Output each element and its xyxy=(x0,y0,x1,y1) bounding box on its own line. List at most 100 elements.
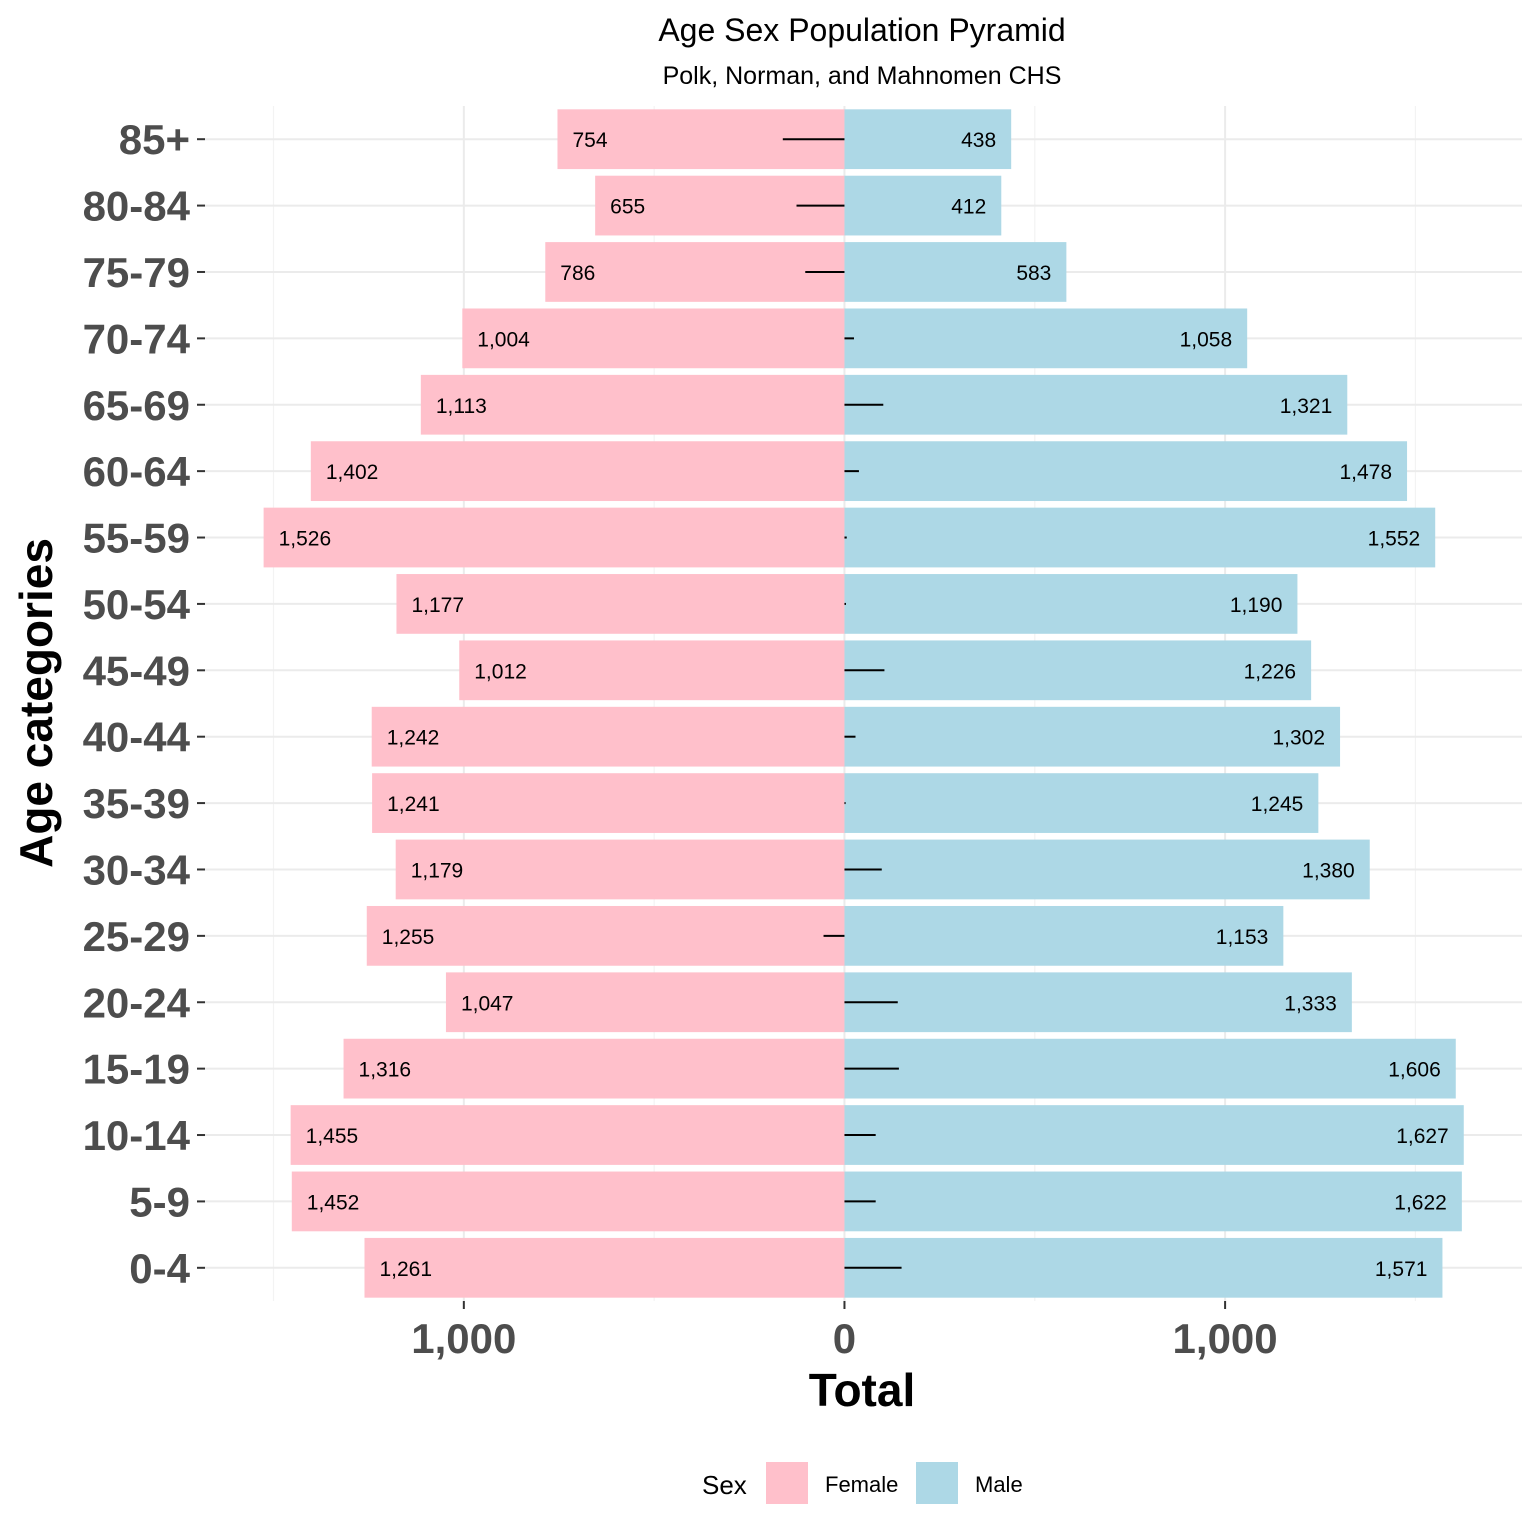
bar-female-70-74 xyxy=(462,308,845,369)
data-label-male-80-84: 412 xyxy=(951,196,986,219)
data-label-female-60-64: 1,402 xyxy=(326,461,379,484)
bar-male-75-79 xyxy=(844,242,1067,302)
data-label-female-45-49: 1,012 xyxy=(474,660,527,683)
legend-key-female xyxy=(766,1462,808,1504)
data-label-female-75-79: 786 xyxy=(560,262,595,285)
y-tick-label-35-39: 35-39 xyxy=(83,780,190,827)
bar-male-20-24 xyxy=(844,972,1352,1033)
data-label-female-15-19: 1,316 xyxy=(359,1059,412,1082)
data-label-male-40-44: 1,302 xyxy=(1272,727,1325,750)
y-tick-label-5-9: 5-9 xyxy=(129,1178,190,1225)
data-label-male-0-4: 1,571 xyxy=(1375,1258,1428,1281)
bar-female-25-29 xyxy=(366,905,845,966)
bar-male-25-29 xyxy=(844,905,1284,966)
legend-label-male: Male xyxy=(975,1472,1023,1497)
bar-female-30-34 xyxy=(395,839,845,900)
data-label-male-60-64: 1,478 xyxy=(1339,461,1392,484)
x-axis-ticks: 1,000 0 1,000 xyxy=(411,1301,1278,1362)
y-tick-label-45-49: 45-49 xyxy=(83,647,190,694)
data-label-female-5-9: 1,452 xyxy=(307,1191,360,1214)
y-tick-label-80-84: 80-84 xyxy=(83,183,191,230)
bar-female-20-24 xyxy=(445,972,845,1033)
data-label-male-15-19: 1,606 xyxy=(1388,1059,1441,1082)
x-tick-label: 1,000 xyxy=(1173,1315,1278,1362)
data-label-male-35-39: 1,245 xyxy=(1251,793,1304,816)
legend: Sex Female Male xyxy=(702,1462,1023,1504)
bar-male-60-64 xyxy=(844,441,1408,502)
x-tick-label: 1,000 xyxy=(411,1315,516,1362)
bar-female-35-39 xyxy=(372,773,845,833)
data-label-male-85+: 438 xyxy=(961,129,996,152)
y-tick-label-75-79: 75-79 xyxy=(83,249,190,296)
y-tick-label-40-44: 40-44 xyxy=(83,714,191,761)
data-labels: 1,261 1,452 1,455 1,316 1,047 1,255 1,179 1,241… xyxy=(279,129,1449,1281)
bar-female-65-69 xyxy=(420,374,845,435)
bar-female-45-49 xyxy=(459,640,845,701)
x-tick-label: 0 xyxy=(833,1315,856,1362)
bar-male-35-39 xyxy=(844,773,1319,833)
bar-male-30-34 xyxy=(844,839,1370,900)
data-label-male-30-34: 1,380 xyxy=(1302,859,1355,882)
data-label-female-40-44: 1,242 xyxy=(387,727,440,750)
data-label-female-70-74: 1,004 xyxy=(477,328,530,351)
y-tick-label-65-69: 65-69 xyxy=(83,382,190,429)
y-axis-ticks: 0-4 5-9 10-14 15-19 20-24 25-29 30-34 35-39 40-4… xyxy=(83,116,205,1292)
x-axis-title: Total xyxy=(809,1364,915,1416)
data-label-female-35-39: 1,241 xyxy=(387,793,440,816)
y-tick-label-55-59: 55-59 xyxy=(83,515,190,562)
bar-female-50-54 xyxy=(396,574,845,634)
y-tick-label-30-34: 30-34 xyxy=(83,846,191,893)
chart-title: Age Sex Population Pyramid xyxy=(658,12,1065,48)
legend-key-male xyxy=(916,1462,958,1504)
y-tick-label-70-74: 70-74 xyxy=(83,315,191,362)
bar-male-70-74 xyxy=(844,308,1248,369)
bar-female-60-64 xyxy=(310,441,845,502)
bar-male-40-44 xyxy=(844,706,1341,767)
data-label-female-0-4: 1,261 xyxy=(379,1258,432,1281)
data-label-female-50-54: 1,177 xyxy=(411,594,464,617)
bars xyxy=(263,109,1464,1298)
bar-male-80-84 xyxy=(844,175,1002,236)
bar-female-40-44 xyxy=(371,706,845,767)
data-label-male-45-49: 1,226 xyxy=(1244,660,1297,683)
y-tick-label-10-14: 10-14 xyxy=(83,1112,191,1159)
bar-male-5-9 xyxy=(844,1171,1462,1232)
data-label-male-65-69: 1,321 xyxy=(1280,395,1333,418)
data-label-male-25-29: 1,153 xyxy=(1216,926,1269,949)
data-label-male-70-74: 1,058 xyxy=(1180,328,1233,351)
data-label-female-25-29: 1,255 xyxy=(382,926,435,949)
y-tick-label-20-24: 20-24 xyxy=(83,979,191,1026)
bar-male-10-14 xyxy=(844,1105,1464,1165)
bar-male-15-19 xyxy=(844,1038,1456,1099)
legend-title: Sex xyxy=(702,1470,747,1500)
difference-segments xyxy=(782,138,902,1269)
data-label-male-55-59: 1,552 xyxy=(1368,528,1421,551)
bar-female-15-19 xyxy=(343,1038,845,1099)
bar-male-65-69 xyxy=(844,374,1348,435)
y-axis-title: Age categories xyxy=(10,538,62,868)
data-label-female-55-59: 1,526 xyxy=(279,528,332,551)
y-tick-label-25-29: 25-29 xyxy=(83,913,190,960)
data-label-female-20-24: 1,047 xyxy=(461,992,514,1015)
y-tick-label-0-4: 0-4 xyxy=(129,1245,190,1292)
bar-male-55-59 xyxy=(844,507,1436,568)
data-label-male-20-24: 1,333 xyxy=(1284,992,1337,1015)
data-label-female-30-34: 1,179 xyxy=(411,859,464,882)
data-label-female-65-69: 1,113 xyxy=(436,395,487,418)
bar-male-45-49 xyxy=(844,640,1312,701)
bar-male-50-54 xyxy=(844,574,1298,634)
data-label-female-10-14: 1,455 xyxy=(306,1125,359,1148)
bar-female-0-4 xyxy=(364,1237,845,1298)
bar-female-75-79 xyxy=(545,242,845,302)
legend-label-female: Female xyxy=(825,1472,898,1497)
y-tick-label-50-54: 50-54 xyxy=(83,581,191,628)
y-tick-label-60-64: 60-64 xyxy=(83,448,191,495)
bar-female-5-9 xyxy=(291,1171,845,1232)
y-tick-label-85+: 85+ xyxy=(119,116,190,163)
bar-female-10-14 xyxy=(290,1105,845,1165)
bar-male-0-4 xyxy=(844,1237,1443,1298)
y-tick-label-15-19: 15-19 xyxy=(83,1046,190,1093)
data-label-male-50-54: 1,190 xyxy=(1230,594,1283,617)
chart-subtitle: Polk, Norman, and Mahnomen CHS xyxy=(663,62,1062,90)
